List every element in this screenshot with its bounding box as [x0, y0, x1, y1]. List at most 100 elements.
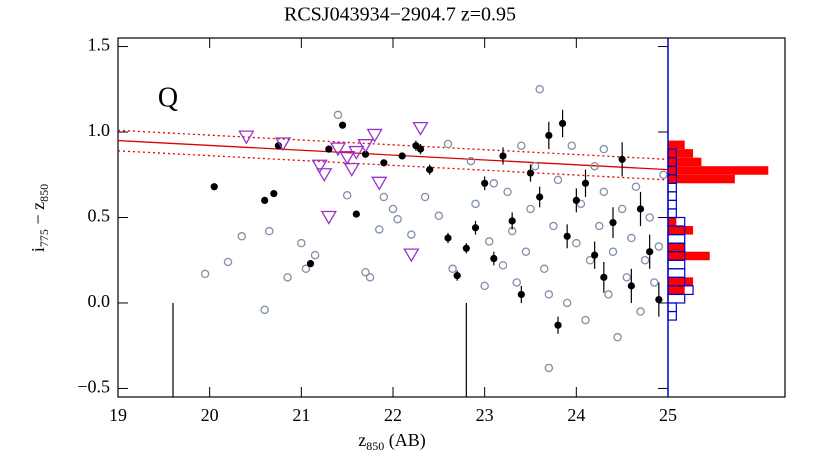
- point: [237, 232, 246, 241]
- point: [503, 187, 512, 197]
- point: [512, 278, 522, 287]
- point: [223, 257, 233, 267]
- y-label-sub: 850: [37, 184, 51, 202]
- point: [545, 131, 553, 140]
- point: [426, 166, 434, 174]
- point: [374, 225, 384, 234]
- point: [572, 196, 580, 205]
- point: [650, 278, 659, 287]
- point: [659, 170, 668, 180]
- point: [572, 238, 581, 248]
- fit-lower: [117, 150, 669, 181]
- panel-label: Q: [158, 82, 178, 113]
- point: [600, 273, 608, 281]
- x-label-part: (AB): [384, 430, 426, 451]
- x-tick-label: 24: [567, 405, 585, 425]
- x-axis-label: z850 (AB): [358, 430, 426, 453]
- hist-bar: [668, 174, 735, 184]
- point: [655, 295, 663, 304]
- hist-bar: [668, 285, 685, 295]
- point: [366, 128, 383, 143]
- x-tick-label: 25: [659, 405, 677, 425]
- point: [388, 204, 398, 214]
- fit-line: [117, 139, 669, 171]
- hist-bar: [667, 233, 686, 244]
- y-label-part: i: [28, 247, 48, 252]
- point: [310, 250, 320, 260]
- point: [357, 139, 374, 153]
- point: [549, 221, 558, 231]
- point: [617, 204, 627, 214]
- y-tick-label: 0.5: [88, 206, 111, 226]
- point: [554, 321, 562, 329]
- point: [325, 145, 333, 153]
- point: [636, 205, 645, 213]
- x-label-sub: 850: [366, 439, 384, 453]
- point: [444, 234, 452, 242]
- y-tick-label: 1.5: [88, 35, 111, 55]
- y-label-sub: 775: [37, 229, 51, 247]
- point: [604, 290, 613, 299]
- point: [544, 363, 554, 373]
- point: [636, 307, 645, 316]
- point: [540, 264, 549, 274]
- point: [517, 290, 525, 299]
- hist-bar: [668, 243, 685, 252]
- point: [398, 152, 406, 160]
- hist-bar: [668, 157, 702, 167]
- point: [526, 204, 535, 214]
- point: [640, 255, 650, 265]
- hist-bar: [667, 310, 677, 321]
- point: [348, 145, 365, 160]
- point: [274, 142, 283, 150]
- x-label-part: z: [358, 430, 366, 450]
- point: [343, 162, 360, 177]
- point: [645, 213, 654, 222]
- x-tick-label: 23: [476, 405, 494, 425]
- x-tick-label: 21: [292, 405, 310, 425]
- point: [508, 217, 516, 225]
- point: [352, 210, 360, 218]
- point: [471, 224, 480, 232]
- y-tick-label: −0.5: [77, 377, 110, 397]
- y-axis-label: i775 − z850: [28, 184, 51, 252]
- point: [238, 130, 255, 145]
- point: [342, 191, 352, 200]
- hist-bar: [667, 293, 686, 304]
- point: [339, 151, 356, 165]
- point: [581, 315, 590, 325]
- point: [627, 233, 636, 243]
- point: [599, 187, 609, 197]
- point: [530, 161, 540, 171]
- point: [297, 238, 306, 248]
- hist-bar: [668, 140, 685, 150]
- point: [613, 332, 622, 342]
- point: [563, 232, 571, 240]
- y-tick-label: 1.0: [88, 120, 111, 140]
- point: [393, 214, 402, 224]
- point: [306, 260, 315, 268]
- point: [365, 273, 375, 282]
- point: [608, 247, 618, 256]
- point: [361, 267, 370, 277]
- hist-bar: [667, 191, 677, 202]
- point: [466, 156, 476, 166]
- hist-bar: [668, 217, 677, 227]
- point: [622, 273, 632, 282]
- x-tick-label: 20: [201, 405, 219, 425]
- point: [562, 298, 572, 308]
- point: [489, 179, 499, 188]
- point: [260, 305, 269, 315]
- point: [609, 219, 617, 227]
- point: [407, 230, 416, 239]
- hist-bar: [668, 277, 694, 286]
- point: [333, 110, 343, 120]
- point: [453, 272, 461, 280]
- point: [480, 281, 489, 291]
- point: [210, 183, 218, 191]
- point: [443, 139, 453, 149]
- point: [361, 150, 370, 158]
- point: [434, 211, 444, 221]
- point: [274, 137, 292, 152]
